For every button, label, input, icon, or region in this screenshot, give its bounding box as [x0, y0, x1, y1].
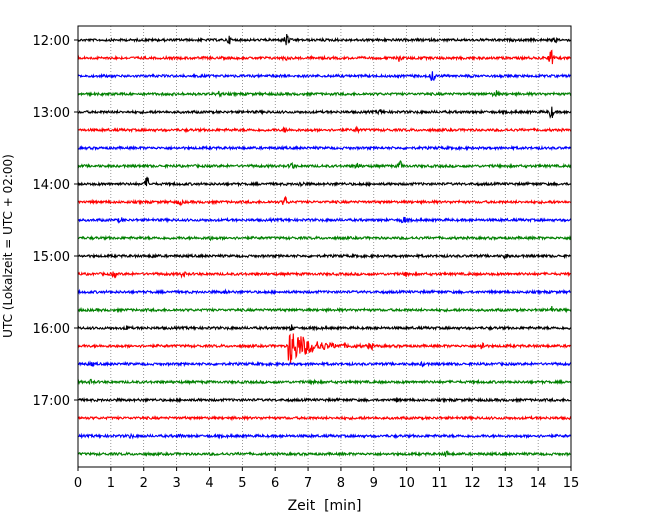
x-tick-label: 4 — [205, 476, 213, 491]
trace-line — [77, 288, 572, 296]
trace-line — [77, 49, 572, 65]
trace-line — [77, 125, 572, 135]
x-tick-label: 9 — [370, 476, 378, 491]
x-tick-label: 13 — [497, 476, 514, 491]
x-tick-label: 5 — [238, 476, 246, 491]
trace-line — [77, 378, 572, 386]
x-tick-label: 15 — [563, 476, 580, 491]
trace-line — [77, 414, 572, 422]
trace-line — [77, 216, 572, 224]
y-tick-label: 13:00 — [33, 106, 70, 121]
trace-line — [77, 324, 572, 332]
x-tick-label: 14 — [530, 476, 547, 491]
x-tick-label: 8 — [337, 476, 345, 491]
trace-line — [77, 90, 572, 98]
x-tick-label: 3 — [172, 476, 180, 491]
x-tick-label: 12 — [464, 476, 481, 491]
trace-line — [77, 432, 572, 440]
seismic-traces — [77, 33, 572, 458]
x-tick-label: 7 — [304, 476, 312, 491]
x-tick-label: 6 — [271, 476, 279, 491]
trace-line — [77, 450, 572, 458]
x-tick-label: 0 — [74, 476, 82, 491]
y-tick-label: 15:00 — [33, 250, 70, 265]
x-axis-ticks: 0 1 2 3 4 5 6 7 8 9 10 11 12 13 14 15 — [74, 467, 579, 491]
trace-line — [77, 396, 572, 404]
trace-line — [77, 195, 572, 207]
x-tick-label: 2 — [140, 476, 148, 491]
trace-line — [77, 144, 572, 152]
plot-frame — [77, 25, 572, 468]
trace-line — [77, 333, 572, 364]
trace-line — [77, 33, 572, 46]
trace-line — [77, 106, 572, 119]
x-tick-label: 11 — [431, 476, 448, 491]
trace-line — [77, 71, 572, 81]
trace-line — [77, 306, 572, 314]
x-tick-label: 1 — [107, 476, 115, 491]
y-tick-label: 12:00 — [33, 34, 70, 49]
x-tick-label: 10 — [398, 476, 415, 491]
trace-line — [77, 252, 572, 260]
trace-line — [77, 234, 572, 242]
y-tick-label: 14:00 — [33, 178, 70, 193]
x-axis-label: Zeit [min] — [288, 498, 362, 514]
y-axis-label: UTC (Lokalzeit = UTC + 02:00) — [1, 154, 15, 338]
trace-line — [77, 270, 572, 279]
y-axis-ticks: 12:00 13:00 14:00 15:00 16:00 17:00 — [33, 34, 78, 409]
trace-line — [77, 360, 572, 368]
trace-line — [77, 160, 572, 170]
y-tick-label: 16:00 — [33, 322, 70, 337]
y-tick-label: 17:00 — [33, 394, 70, 409]
trace-line — [77, 176, 572, 188]
